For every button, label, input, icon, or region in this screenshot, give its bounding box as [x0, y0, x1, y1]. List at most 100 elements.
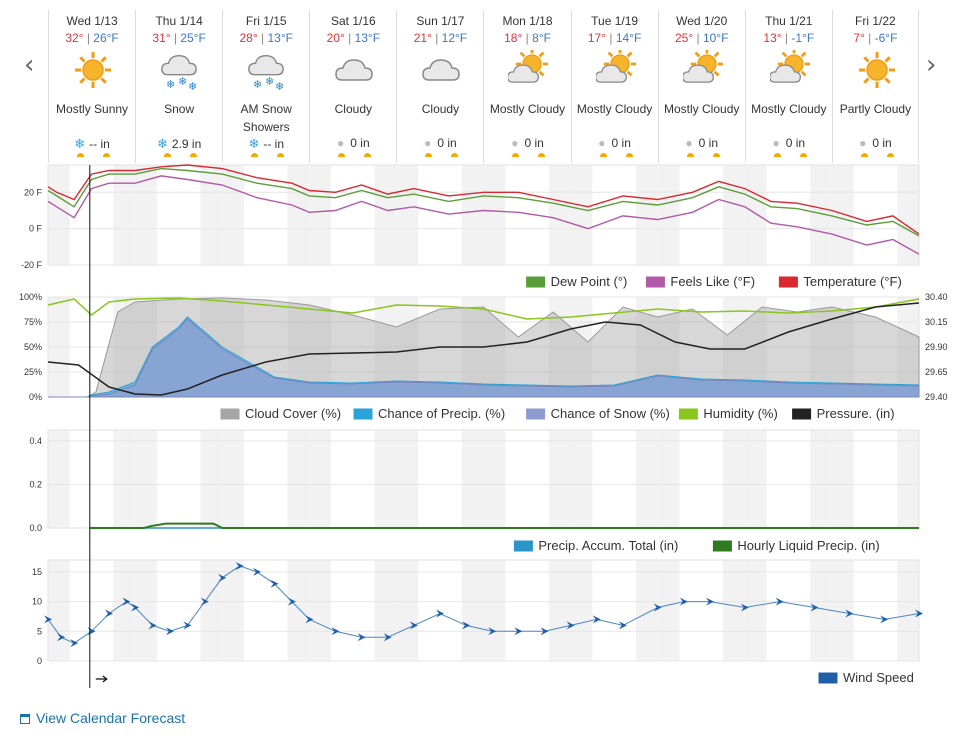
pressure-y-tick: 29.65 [925, 367, 948, 377]
cloud-icon [422, 59, 461, 81]
night-band [548, 165, 571, 265]
night-band [831, 430, 854, 528]
day-name: Fri 1/22 [855, 14, 896, 28]
wind-direction-arrow [104, 609, 113, 618]
temp-separator: | [784, 31, 789, 45]
series-line [47, 164, 920, 235]
day-column[interactable]: Wed 1/20 25° | 10°F Mostly Cloudy ● 0 in [657, 10, 745, 163]
wind-direction-arrow [880, 615, 889, 624]
sunrise-icon [512, 153, 520, 157]
calendar-icon [20, 714, 30, 724]
day-column[interactable]: Fri 1/15 28° | 13°F ❄ ❄ ❄ AM Snow Showers ❄ -- … [222, 10, 309, 163]
day-column[interactable]: Sat 1/16 20° | 13°F Cloudy ● 0 in [309, 10, 396, 163]
condition: Mostly Cloudy [751, 102, 827, 116]
sun-shape [75, 52, 111, 88]
night-band [309, 165, 332, 265]
sunrise-icon [599, 153, 607, 157]
wind-direction-arrow [200, 597, 209, 606]
next-days-button[interactable]: › [926, 50, 937, 80]
day-name: Wed 1/13 [66, 14, 118, 28]
night-band [897, 430, 919, 528]
raindrop-icon: ● [772, 136, 780, 150]
legend-label: Chance of Precip. (%) [378, 406, 505, 421]
wind-direction-arrow [383, 633, 392, 642]
night-band [135, 560, 157, 661]
night-band [570, 430, 593, 528]
day-column[interactable]: Thu 1/14 31° | 25°F ❄ ❄ ❄ Snow ❄ 2.9 in [135, 10, 222, 163]
sun-cloud-icon [769, 50, 810, 83]
wind-direction-arrow [409, 621, 418, 630]
wind-direction-arrow [305, 615, 314, 624]
night-band [309, 430, 332, 528]
night-band [113, 430, 136, 528]
precip-amount: 0 in [872, 136, 892, 150]
night-band [657, 560, 680, 661]
night-band [374, 560, 397, 661]
high-temp: 20° [326, 31, 345, 45]
view-calendar-forecast-link[interactable]: View Calendar Forecast [20, 710, 185, 726]
legend-label: Hourly Liquid Precip. (in) [737, 538, 879, 553]
legend-label: Cloud Cover (%) [245, 406, 341, 421]
sunrise-icon [164, 153, 172, 157]
sunset-icon [712, 153, 720, 157]
legend-swatch [818, 672, 838, 684]
high-temp: 31° [152, 31, 171, 45]
condition: Cloudy [421, 102, 460, 116]
condition: AM Snow Showers [240, 102, 292, 134]
sunrise-icon [338, 153, 346, 157]
precip-amount-row: ❄ -- in [49, 136, 135, 152]
temp-separator: | [609, 31, 613, 45]
day-column[interactable]: Sun 1/17 21° | 12°F Cloudy ● 0 in [396, 10, 483, 163]
temp-y-tick: -20 F [21, 260, 43, 270]
pressure-y-tick: 30.40 [925, 292, 948, 302]
wind-direction-arrow [705, 597, 714, 606]
day-temps: 21° | 12°F [397, 31, 483, 45]
condition: Snow [164, 102, 195, 116]
wind-direction-arrow [810, 603, 819, 612]
legend-swatch [353, 408, 373, 420]
day-column[interactable]: Mon 1/18 18° | 8°F Mostly Cloudy ● 0 in [483, 10, 570, 163]
day-column[interactable]: Thu 1/21 13° | -1°F Mostly Cloudy ● 0 in [744, 10, 832, 163]
precip-amount-row: ● 0 in [746, 136, 832, 150]
precip-amount: 0 in [611, 136, 631, 150]
legend-swatch [645, 276, 665, 288]
legend-swatch [778, 276, 798, 288]
day-temps: 25° | 10°F [659, 31, 745, 45]
night-band [570, 560, 593, 661]
night-band [723, 165, 745, 265]
temp-separator: | [696, 31, 700, 45]
condition: Mostly Sunny [56, 102, 129, 116]
day-column[interactable]: Fri 1/22 7° | -6°F Partly Cloudy ● 0 in [831, 10, 919, 163]
precip-amount: 0 in [350, 136, 370, 150]
night-band [897, 165, 919, 265]
day-temps: 13° | -1°F [746, 31, 832, 45]
day-name: Sun 1/17 [416, 14, 465, 28]
raindrop-icon: ● [685, 136, 693, 150]
day-column[interactable]: Tue 1/19 17° | 14°F Mostly Cloudy ● 0 in [570, 10, 658, 163]
percent-y-tick: 75% [24, 317, 42, 327]
night-band [831, 560, 854, 661]
condition: Mostly Cloudy [576, 102, 653, 116]
night-band [374, 430, 397, 528]
previous-days-button[interactable]: ‹ [24, 50, 35, 80]
night-band [287, 165, 310, 265]
low-temp: -6°F [874, 31, 898, 45]
day-name: Tue 1/19 [591, 14, 639, 28]
snowflake-icon: ❄ [248, 136, 260, 151]
sunrise-icon [686, 153, 694, 157]
day-temps: 17° | 14°F [572, 31, 658, 45]
low-temp: 10°F [702, 31, 729, 45]
temp-separator: | [868, 31, 872, 45]
sun-shape [858, 52, 895, 88]
night-band [287, 560, 310, 661]
night-band [48, 430, 70, 528]
night-band [744, 165, 767, 265]
sunset-icon [277, 153, 285, 157]
wind-direction-arrow [131, 603, 140, 612]
wind-direction-arrow [270, 579, 279, 588]
temp-separator: | [86, 31, 90, 45]
day-column[interactable]: Wed 1/13 32° | 26°F Mostly Sunny ❄ -- in [48, 10, 135, 163]
wind-direction-arrow [540, 627, 549, 636]
wind-direction-arrow [845, 609, 854, 618]
pressure-y-tick: 30.15 [925, 317, 948, 327]
